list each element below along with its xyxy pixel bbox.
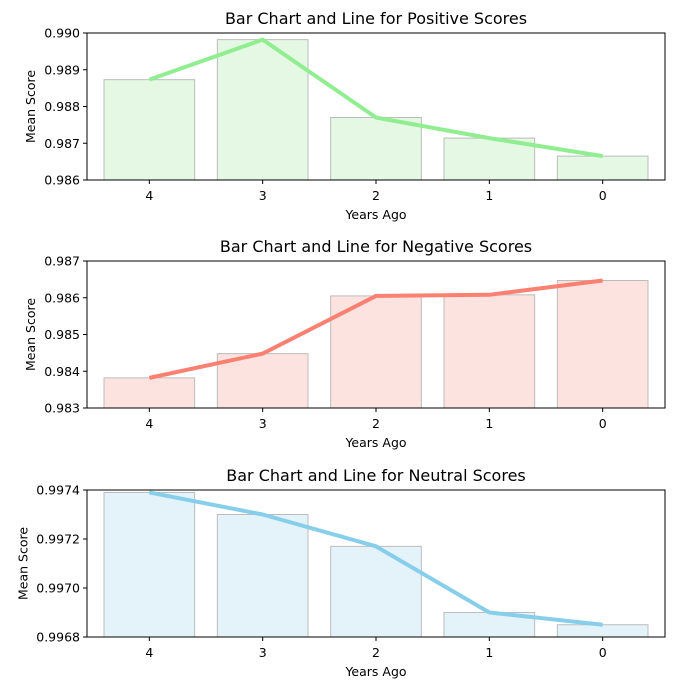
x-tick-label: 4 (145, 188, 153, 203)
y-axis-label: Mean Score (23, 70, 38, 143)
y-tick-label: 0.9972 (36, 532, 80, 547)
bars (103, 491, 649, 637)
x-axis-label: Years Ago (344, 435, 406, 450)
series-line (148, 278, 603, 380)
y-tick-label: 0.986 (44, 173, 80, 188)
x-tick-label: 2 (372, 416, 380, 431)
bar-3 (216, 39, 309, 180)
bar-2 (330, 545, 422, 637)
chart-title: Bar Chart and Line for Neutral Scores (226, 466, 526, 485)
y-tick-label: 0.987 (44, 254, 80, 269)
bars (103, 279, 649, 408)
x-tick-label: 3 (259, 645, 267, 660)
chart-1: 4 3 2 1 0 0.983 0.984 0.985 0.986 0.987 Bar Chart … (23, 237, 666, 450)
bar-4 (103, 79, 196, 180)
y-tick-label: 0.9970 (36, 581, 80, 596)
x-tick-label: 2 (372, 645, 380, 660)
x-tick-label: 1 (485, 416, 493, 431)
x-tick-label: 0 (599, 645, 607, 660)
y-tick-label: 0.987 (44, 136, 80, 151)
bar-4 (103, 491, 196, 637)
y-tick-label: 0.984 (44, 364, 80, 379)
chart-2: 4 3 2 1 0 0.9968 0.9970 0.9972 0.9974 Bar Chart a… (15, 466, 666, 679)
y-tick-label: 0.985 (44, 327, 80, 342)
x-tick-label: 1 (485, 645, 493, 660)
x-tick-label: 2 (372, 188, 380, 203)
bar-2 (330, 295, 422, 408)
y-tick-label: 0.9968 (36, 630, 80, 645)
bar-1 (443, 294, 536, 408)
y-tick-label: 0.986 (44, 290, 80, 305)
x-tick-label: 1 (485, 188, 493, 203)
bars (103, 39, 649, 180)
series-line (148, 490, 603, 627)
chart-0: 4 3 2 1 0 0.986 0.987 0.988 0.989 0.990 Bar Chart … (23, 9, 666, 222)
x-tick-label: 4 (145, 645, 153, 660)
x-axis-label: Years Ago (344, 207, 406, 222)
series-line (148, 37, 603, 159)
x-tick-label: 0 (599, 416, 607, 431)
bar-3 (216, 514, 309, 637)
bar-4 (103, 377, 196, 408)
chart-title: Bar Chart and Line for Negative Scores (220, 237, 532, 256)
y-tick-label: 0.990 (44, 26, 80, 41)
bar-1 (443, 137, 536, 180)
x-tick-label: 4 (145, 416, 153, 431)
x-axis-label: Years Ago (344, 664, 406, 679)
y-axis-label: Mean Score (15, 527, 30, 600)
y-tick-label: 0.989 (44, 62, 80, 77)
y-axis-label: Mean Score (23, 298, 38, 371)
y-tick-label: 0.983 (44, 401, 80, 416)
y-tick-label: 0.988 (44, 99, 80, 114)
x-tick-label: 3 (259, 188, 267, 203)
bar-2 (330, 117, 422, 180)
y-tick-label: 0.9974 (36, 483, 80, 498)
bar-0 (556, 279, 649, 408)
bar-0 (556, 155, 649, 180)
x-tick-label: 3 (259, 416, 267, 431)
chart-title: Bar Chart and Line for Positive Scores (225, 9, 527, 28)
x-tick-label: 0 (599, 188, 607, 203)
